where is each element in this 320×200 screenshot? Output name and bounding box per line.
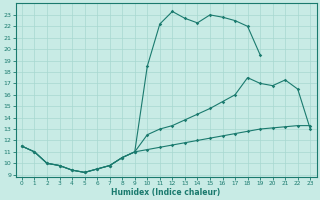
X-axis label: Humidex (Indice chaleur): Humidex (Indice chaleur) (111, 188, 221, 197)
